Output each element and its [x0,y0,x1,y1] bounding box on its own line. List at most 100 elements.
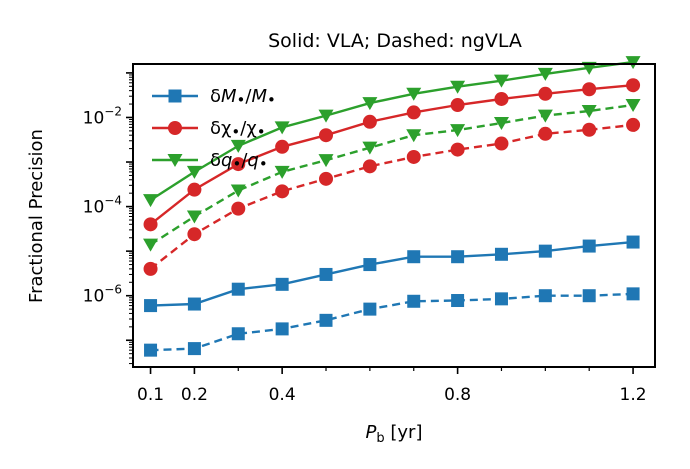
data-point [143,238,159,252]
data-point [625,56,641,70]
plot-frame [132,63,656,368]
legend-entry: δχ•/χ• [152,118,266,141]
data-point [187,227,202,242]
data-point [230,184,246,198]
y-tick-label: 10−6 [83,283,122,307]
data-point [231,327,245,341]
series-line [150,292,634,352]
data-point [582,289,596,303]
data-point [494,292,508,306]
x-tick-label: 0.8 [444,385,471,405]
legend-label: δq•/q• [210,150,268,173]
data-point [275,184,290,199]
legend-label: δχ•/χ• [210,118,266,141]
data-point [582,122,597,137]
data-point [493,74,509,88]
series-line [149,84,634,226]
data-point [318,154,334,168]
data-point [231,157,246,172]
axes: 0.1 0.2 0.4 0.8 1.2 10−6 10−4 10−2 [83,72,647,405]
data-point [362,141,378,155]
data-point [274,165,290,179]
data-point [406,129,422,143]
data-point [626,235,640,249]
series-line [149,60,634,202]
plot-area [143,56,641,357]
x-axis-title: Pb [yr] [366,422,423,446]
data-point [144,299,158,313]
data-point [318,109,334,123]
legend-entry: δq•/q• [152,150,268,173]
series-line [149,123,634,270]
data-point [407,294,421,308]
data-point [143,217,158,232]
x-axis-title-unit: [yr] [385,422,423,443]
data-point [494,91,509,106]
data-point [363,302,377,316]
data-point [275,139,290,154]
data-point [581,61,597,75]
data-point [319,313,333,327]
x-axis-title-main: P [366,422,377,443]
data-point [493,117,509,131]
data-point [538,86,553,101]
data-point [451,294,465,308]
series-M-solid [144,235,640,313]
data-point [450,142,465,157]
x-tick-label: 0.4 [269,385,296,405]
data-point [231,282,245,296]
data-point [187,342,201,356]
data-point [494,247,508,261]
series-q-solid [143,56,641,208]
data-point [231,201,246,216]
y-tick-label: 10−2 [83,104,122,128]
data-point [319,171,334,186]
data-point [537,67,553,81]
data-point [406,149,421,164]
legend-marker [168,121,182,135]
data-point [450,80,466,94]
legend-marker [167,154,183,167]
data-point [144,343,158,357]
data-point [625,99,641,113]
series-chi-solid [143,78,641,232]
data-point [406,87,422,101]
data-point [451,250,465,264]
data-point [319,267,333,281]
data-point [450,98,465,113]
legend-label: δM•/M• [210,86,276,109]
data-point [186,210,202,224]
data-point [362,114,377,129]
x-tick-label: 1.2 [620,385,647,405]
data-point [362,159,377,174]
data-point [582,239,596,253]
data-point [362,97,378,111]
legend: δM•/M• δχ•/χ• δq•/q• [152,86,276,173]
data-point [275,322,289,336]
series-line [150,240,634,307]
x-tick-label: 0.1 [137,385,164,405]
series-M-dashed [144,287,640,357]
data-point [319,128,334,143]
legend-marker [168,89,182,103]
data-point [582,82,597,97]
data-point [406,105,421,120]
data-point [450,124,466,138]
data-point [538,289,552,303]
x-tick-label: 0.2 [181,385,208,405]
y-axis-title: Fractional Precision [26,129,47,303]
data-point [626,78,641,93]
data-point [494,136,509,151]
data-point [143,194,159,208]
data-point [538,126,553,141]
series-chi-dashed [143,117,641,276]
legend-entry: δM•/M• [152,86,276,109]
series-q-dashed [143,99,641,252]
y-tick-label: 10−4 [83,194,122,218]
chart-title: Solid: VLA; Dashed: ngVLA [268,30,522,52]
data-point [274,121,290,135]
data-point [626,117,641,132]
data-point [407,250,421,264]
data-point [275,277,289,291]
